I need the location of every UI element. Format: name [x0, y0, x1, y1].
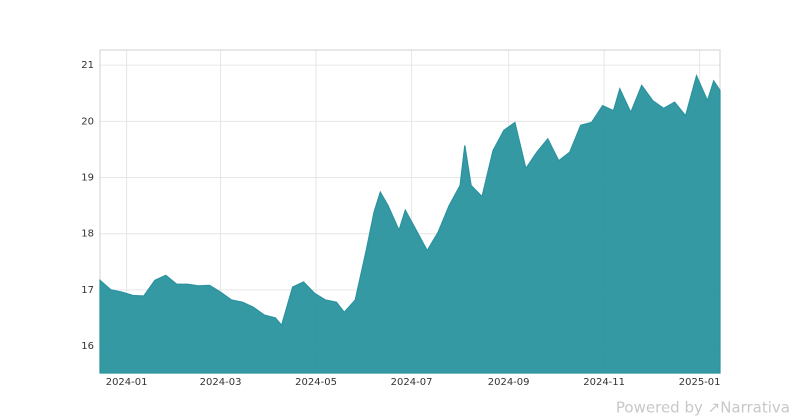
y-tick-label: 20 — [81, 116, 94, 127]
area — [99, 74, 721, 374]
y-tick-label: 17 — [81, 285, 94, 296]
x-tick-label: 2024-11 — [583, 377, 625, 388]
x-tick-label: 2025-01 — [679, 377, 721, 388]
x-tick-label: 2024-05 — [295, 377, 337, 388]
x-tick-label: 2024-03 — [200, 377, 242, 388]
x-tick-label: 2024-01 — [106, 377, 148, 388]
y-tick-label: 16 — [81, 341, 94, 352]
x-tick-label: 2024-09 — [488, 377, 530, 388]
y-tick-label: 18 — [81, 229, 94, 240]
y-tick-label: 21 — [81, 60, 94, 71]
credit: Powered by ↗Narrativa — [616, 399, 790, 417]
x-tick-label: 2024-07 — [391, 377, 433, 388]
y-tick-label: 19 — [81, 173, 94, 184]
